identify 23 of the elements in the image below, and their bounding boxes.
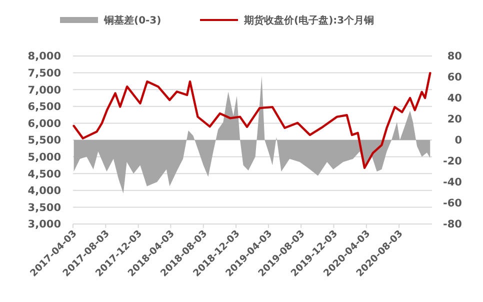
y2-tick-label: -60 (443, 198, 462, 210)
y-tick-label: 3,000 (28, 218, 61, 231)
y2-tick-label: -40 (443, 176, 462, 189)
y2-tick-label: 80 (447, 50, 462, 63)
y2-tick-label: -80 (443, 218, 462, 231)
y-tick-label: 8,000 (28, 50, 61, 63)
y2-tick-label: 60 (447, 72, 462, 84)
y-tick-label: 7,000 (28, 84, 61, 96)
legend-label: 期货收盘价(电子盘):3个月铜 (243, 14, 374, 26)
y-tick-label: 5,500 (28, 134, 61, 147)
y2-tick-label: 20 (447, 114, 462, 126)
y2-tick-label: 0 (454, 134, 462, 147)
y-tick-label: 4,500 (28, 168, 61, 180)
line-series (72, 72, 432, 169)
y2-tick-label: 40 (447, 92, 462, 105)
y-tick-label: 7,500 (28, 67, 61, 80)
y-tick-label: 5,000 (28, 151, 61, 164)
y-tick-label: 6,000 (28, 118, 61, 130)
legend-label: 铜基差(0-3) (103, 14, 162, 26)
y-tick-label: 3,500 (28, 202, 61, 214)
y2-tick-label: -20 (443, 156, 462, 168)
y-tick-label: 4,000 (28, 185, 61, 198)
y-tick-label: 6,500 (28, 101, 61, 114)
